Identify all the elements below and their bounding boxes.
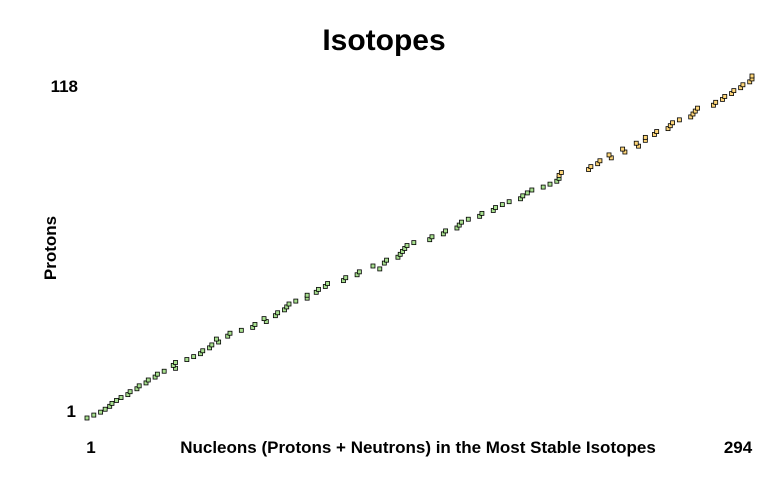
data-point xyxy=(325,281,330,286)
data-point xyxy=(356,269,362,275)
data-point xyxy=(520,193,526,199)
data-point xyxy=(316,286,321,292)
data-point xyxy=(588,164,594,170)
chart-title: Isotopes xyxy=(322,24,445,57)
data-point xyxy=(304,292,310,298)
data-point xyxy=(540,184,546,190)
data-point xyxy=(209,342,215,348)
data-point xyxy=(597,158,603,164)
data-point xyxy=(506,199,512,205)
data-point xyxy=(429,234,435,240)
data-point xyxy=(114,398,119,403)
data-point xyxy=(275,310,281,316)
data-point xyxy=(384,257,389,263)
data-point xyxy=(695,105,700,111)
data-point xyxy=(118,395,124,400)
data-point xyxy=(606,152,612,158)
data-point xyxy=(547,181,553,187)
data-point xyxy=(184,357,190,362)
y-tick-label-max: 118 xyxy=(51,77,78,96)
data-point xyxy=(127,389,133,395)
data-point xyxy=(479,210,485,216)
x-axis-label: Nucleons (Protons + Neutrons) in the Mos… xyxy=(180,438,656,457)
data-point xyxy=(98,409,104,415)
data-point xyxy=(642,134,648,140)
data-point xyxy=(670,120,675,126)
data-point xyxy=(261,316,267,322)
data-point xyxy=(676,117,682,123)
data-point xyxy=(286,301,292,307)
x-tick-label-max: 294 xyxy=(724,438,753,457)
data-point xyxy=(529,187,535,193)
data-point xyxy=(499,202,505,208)
y-axis-label: Protons xyxy=(41,216,60,280)
data-point xyxy=(109,400,115,406)
data-point xyxy=(493,205,498,210)
data-point xyxy=(654,129,660,134)
data-point xyxy=(558,170,564,175)
data-point xyxy=(84,415,90,421)
data-point xyxy=(173,360,178,365)
data-point xyxy=(370,263,376,269)
data-point xyxy=(740,82,746,88)
data-point xyxy=(154,371,160,377)
data-point xyxy=(620,146,626,152)
data-points xyxy=(84,73,755,421)
data-point xyxy=(145,377,151,383)
data-point xyxy=(749,73,755,79)
data-point xyxy=(731,88,737,94)
data-point xyxy=(524,190,530,196)
data-point xyxy=(136,383,142,389)
data-point xyxy=(252,322,258,327)
data-point xyxy=(161,368,167,374)
data-point xyxy=(227,330,233,336)
data-point xyxy=(200,348,206,354)
data-point xyxy=(713,99,719,105)
data-point xyxy=(633,140,639,146)
y-tick-label-min: 1 xyxy=(67,402,76,421)
data-point xyxy=(459,219,464,225)
data-point xyxy=(343,275,349,281)
data-point xyxy=(377,266,383,272)
data-point xyxy=(465,216,471,222)
data-point xyxy=(411,240,417,246)
x-tick-label-min: 1 xyxy=(86,438,95,457)
data-point xyxy=(293,298,299,304)
data-point xyxy=(404,243,410,248)
data-point xyxy=(102,406,108,412)
data-point xyxy=(238,327,244,333)
data-point xyxy=(443,228,449,234)
data-point xyxy=(91,412,97,418)
data-point xyxy=(191,354,197,360)
data-point xyxy=(722,94,728,99)
data-point xyxy=(213,336,219,342)
